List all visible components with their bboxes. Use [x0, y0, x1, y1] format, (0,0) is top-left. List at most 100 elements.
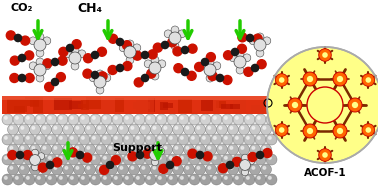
Circle shape — [244, 134, 255, 145]
Circle shape — [203, 152, 212, 161]
Text: CO₂: CO₂ — [11, 3, 33, 13]
Circle shape — [36, 33, 44, 41]
Circle shape — [115, 136, 117, 139]
Circle shape — [241, 127, 244, 129]
Circle shape — [307, 128, 313, 134]
Circle shape — [67, 44, 74, 52]
Circle shape — [239, 164, 249, 175]
Circle shape — [180, 136, 183, 139]
Circle shape — [152, 159, 158, 166]
Circle shape — [19, 144, 29, 155]
Circle shape — [83, 69, 92, 78]
Circle shape — [131, 167, 134, 169]
Circle shape — [139, 124, 150, 135]
Circle shape — [68, 148, 77, 157]
Circle shape — [125, 177, 128, 179]
Circle shape — [118, 164, 129, 175]
Circle shape — [90, 174, 101, 185]
Circle shape — [98, 127, 101, 129]
Circle shape — [79, 154, 90, 165]
Circle shape — [134, 134, 145, 145]
Circle shape — [171, 26, 179, 34]
Circle shape — [51, 144, 62, 155]
Circle shape — [244, 154, 255, 165]
Circle shape — [187, 71, 196, 80]
Circle shape — [69, 52, 81, 64]
Circle shape — [255, 134, 266, 145]
Circle shape — [101, 154, 112, 165]
Circle shape — [15, 136, 18, 139]
Circle shape — [178, 114, 189, 125]
Circle shape — [260, 124, 271, 135]
Circle shape — [106, 161, 114, 169]
Circle shape — [104, 117, 106, 119]
Bar — [53, 98, 59, 111]
Circle shape — [232, 157, 242, 166]
Circle shape — [195, 144, 206, 155]
Circle shape — [51, 78, 59, 86]
Circle shape — [195, 124, 206, 135]
Circle shape — [243, 54, 251, 62]
Circle shape — [134, 154, 145, 165]
Circle shape — [167, 174, 178, 185]
Circle shape — [23, 151, 32, 159]
Circle shape — [133, 44, 141, 52]
Circle shape — [51, 124, 62, 135]
Circle shape — [241, 167, 244, 169]
Circle shape — [149, 62, 161, 74]
Circle shape — [203, 136, 205, 139]
Circle shape — [21, 127, 24, 129]
Circle shape — [257, 177, 260, 179]
Circle shape — [96, 70, 104, 78]
Circle shape — [85, 164, 96, 175]
Bar — [230, 104, 240, 109]
Circle shape — [83, 153, 92, 162]
Circle shape — [35, 134, 46, 145]
Circle shape — [10, 56, 19, 65]
Circle shape — [192, 177, 194, 179]
Circle shape — [87, 167, 90, 169]
Circle shape — [73, 144, 85, 155]
Circle shape — [279, 77, 285, 83]
Circle shape — [235, 117, 238, 119]
Circle shape — [219, 146, 222, 149]
Circle shape — [59, 156, 62, 159]
Circle shape — [129, 124, 139, 135]
Circle shape — [201, 58, 209, 66]
Circle shape — [68, 174, 79, 185]
Circle shape — [225, 156, 227, 159]
Circle shape — [79, 134, 90, 145]
Circle shape — [238, 33, 247, 42]
Circle shape — [148, 50, 157, 59]
Circle shape — [234, 56, 246, 68]
Circle shape — [51, 164, 62, 175]
Circle shape — [235, 156, 238, 159]
Circle shape — [206, 164, 217, 175]
Circle shape — [248, 158, 255, 165]
Circle shape — [217, 124, 228, 135]
Bar — [2, 96, 272, 100]
Bar — [216, 101, 226, 108]
Circle shape — [40, 144, 51, 155]
Circle shape — [31, 164, 39, 171]
Circle shape — [6, 31, 15, 40]
Circle shape — [131, 127, 134, 129]
Circle shape — [203, 177, 205, 179]
Circle shape — [276, 74, 288, 86]
Circle shape — [62, 164, 73, 175]
Circle shape — [222, 134, 233, 145]
Circle shape — [228, 124, 239, 135]
Circle shape — [186, 167, 189, 169]
Circle shape — [59, 47, 68, 56]
Circle shape — [319, 49, 331, 61]
Circle shape — [129, 144, 139, 155]
Circle shape — [15, 156, 18, 159]
Circle shape — [244, 114, 255, 125]
Circle shape — [186, 127, 189, 129]
Circle shape — [222, 154, 233, 165]
Circle shape — [65, 167, 68, 169]
Circle shape — [85, 124, 96, 135]
Circle shape — [96, 144, 107, 155]
Circle shape — [123, 61, 132, 70]
Circle shape — [71, 62, 79, 70]
